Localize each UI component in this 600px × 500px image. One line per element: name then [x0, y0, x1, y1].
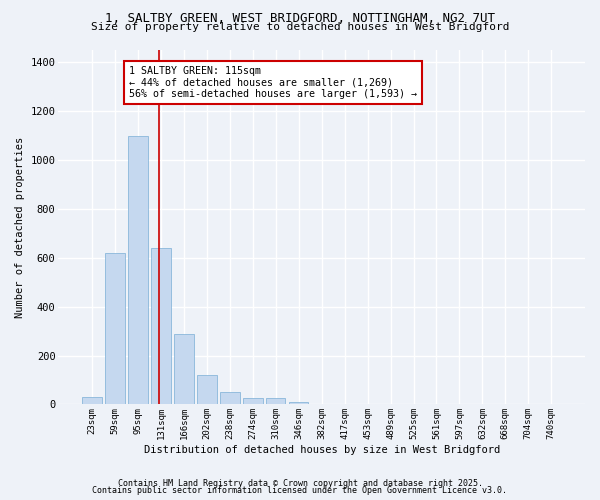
- Bar: [266, 398, 286, 404]
- Text: Size of property relative to detached houses in West Bridgford: Size of property relative to detached ho…: [91, 22, 509, 32]
- Bar: [105, 253, 125, 404]
- Bar: [151, 248, 170, 404]
- Text: 1, SALTBY GREEN, WEST BRIDGFORD, NOTTINGHAM, NG2 7UT: 1, SALTBY GREEN, WEST BRIDGFORD, NOTTING…: [105, 12, 495, 26]
- Bar: [174, 334, 194, 404]
- Y-axis label: Number of detached properties: Number of detached properties: [15, 136, 25, 318]
- Text: Contains public sector information licensed under the Open Government Licence v3: Contains public sector information licen…: [92, 486, 508, 495]
- Text: Contains HM Land Registry data © Crown copyright and database right 2025.: Contains HM Land Registry data © Crown c…: [118, 478, 482, 488]
- Bar: [197, 375, 217, 404]
- Text: 1 SALTBY GREEN: 115sqm
← 44% of detached houses are smaller (1,269)
56% of semi-: 1 SALTBY GREEN: 115sqm ← 44% of detached…: [130, 66, 418, 99]
- Bar: [128, 136, 148, 404]
- Bar: [220, 392, 239, 404]
- Bar: [82, 397, 102, 404]
- Bar: [243, 398, 263, 404]
- Bar: [289, 402, 308, 404]
- X-axis label: Distribution of detached houses by size in West Bridgford: Distribution of detached houses by size …: [143, 445, 500, 455]
